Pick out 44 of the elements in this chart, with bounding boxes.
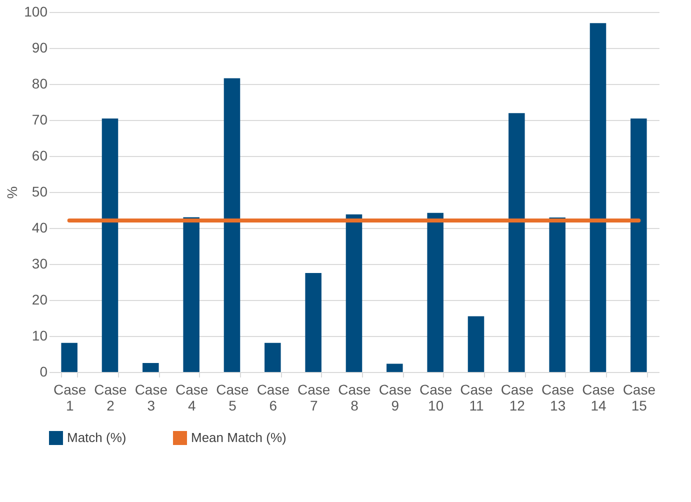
legend-label: Match (%) xyxy=(67,430,126,445)
y-tick-label: 90 xyxy=(32,40,48,56)
bar xyxy=(386,364,403,372)
x-tick-label: Case 7 xyxy=(297,382,330,414)
x-tick-label: Case 9 xyxy=(378,382,412,414)
y-tick-label: 80 xyxy=(32,76,48,92)
y-tick-label: 60 xyxy=(32,148,48,164)
x-tick-label: Case 6 xyxy=(256,382,290,414)
bar xyxy=(427,212,444,372)
x-tick-label: Case 1 xyxy=(53,382,86,414)
bar xyxy=(142,363,159,372)
y-tick-label: 0 xyxy=(40,364,48,380)
bar xyxy=(630,118,647,372)
x-tick-label: Case 11 xyxy=(460,382,494,414)
x-tick-label: Case 14 xyxy=(582,382,616,414)
bar xyxy=(305,273,322,372)
y-axis-title: % xyxy=(4,186,20,199)
bar xyxy=(346,214,362,372)
legend-label: Mean Match (%) xyxy=(191,430,286,445)
bar xyxy=(183,217,200,372)
y-tick-label: 100 xyxy=(24,4,48,20)
bar xyxy=(590,23,606,372)
bar xyxy=(549,218,566,372)
bar xyxy=(61,342,78,372)
y-tick-label: 40 xyxy=(32,220,48,236)
x-tick-label: Case 2 xyxy=(94,382,128,414)
y-tick-label: 30 xyxy=(32,256,48,272)
bar xyxy=(102,118,118,372)
x-tick-label: Case 10 xyxy=(419,382,452,414)
bar xyxy=(264,342,281,372)
x-tick-label: Case 13 xyxy=(541,382,574,414)
y-tick-label: 20 xyxy=(32,292,48,308)
y-tick-label: 50 xyxy=(32,184,48,200)
x-tick-label: Case 3 xyxy=(134,382,168,414)
x-tick-label: Case 4 xyxy=(175,382,208,414)
x-tick-label: Case 12 xyxy=(500,382,534,414)
bar xyxy=(508,113,525,372)
x-tick-label: Case 8 xyxy=(338,382,372,414)
x-tick-label: Case 15 xyxy=(622,382,656,414)
y-tick-label: 10 xyxy=(32,328,48,344)
y-tick-label: 70 xyxy=(32,112,48,128)
x-tick-label: Case 5 xyxy=(216,382,250,414)
bar xyxy=(468,316,484,372)
bar xyxy=(224,78,240,372)
